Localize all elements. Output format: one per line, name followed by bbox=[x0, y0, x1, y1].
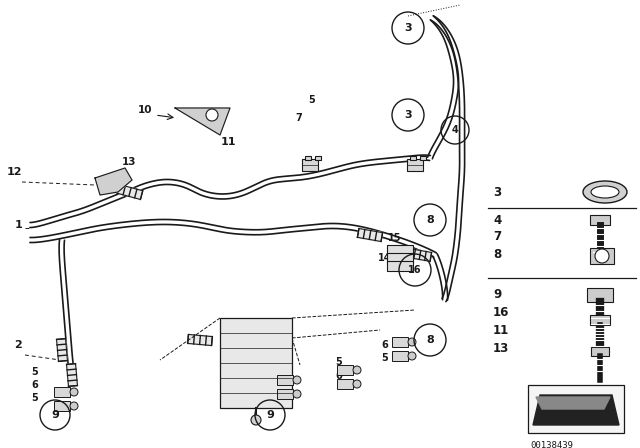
Text: 4: 4 bbox=[493, 214, 501, 227]
Text: 3: 3 bbox=[404, 23, 412, 33]
Circle shape bbox=[595, 249, 609, 263]
Bar bbox=[277, 375, 293, 385]
Text: 3: 3 bbox=[493, 185, 501, 198]
Circle shape bbox=[293, 376, 301, 384]
Bar bbox=[302, 159, 318, 171]
Text: 16: 16 bbox=[408, 265, 422, 275]
Bar bbox=[387, 253, 413, 263]
Bar bbox=[54, 387, 70, 397]
Bar bbox=[305, 156, 311, 160]
Text: 12: 12 bbox=[6, 167, 22, 177]
Text: 14: 14 bbox=[378, 253, 392, 263]
Ellipse shape bbox=[591, 186, 619, 198]
Text: 5: 5 bbox=[31, 367, 38, 377]
Text: 6: 6 bbox=[381, 340, 388, 350]
Text: 8: 8 bbox=[426, 215, 434, 225]
Bar bbox=[590, 315, 610, 325]
Circle shape bbox=[293, 390, 301, 398]
Polygon shape bbox=[408, 249, 431, 261]
Polygon shape bbox=[188, 335, 212, 345]
Text: 4: 4 bbox=[452, 125, 458, 135]
Text: 7: 7 bbox=[295, 113, 301, 123]
Bar bbox=[337, 379, 353, 389]
Text: 5: 5 bbox=[225, 391, 232, 401]
Bar bbox=[387, 261, 413, 271]
Text: 5: 5 bbox=[381, 353, 388, 363]
Text: 11: 11 bbox=[493, 323, 509, 336]
Circle shape bbox=[408, 352, 416, 360]
Text: 6: 6 bbox=[335, 371, 342, 381]
Circle shape bbox=[251, 415, 261, 425]
Circle shape bbox=[206, 109, 218, 121]
Bar bbox=[337, 365, 353, 375]
Circle shape bbox=[70, 388, 78, 396]
Text: 9: 9 bbox=[51, 410, 59, 420]
Text: 7: 7 bbox=[493, 231, 501, 244]
Text: 5: 5 bbox=[335, 357, 342, 367]
Polygon shape bbox=[175, 108, 230, 135]
Text: 8: 8 bbox=[426, 335, 434, 345]
Bar bbox=[387, 245, 413, 255]
Bar bbox=[590, 248, 614, 264]
Circle shape bbox=[353, 380, 361, 388]
Bar bbox=[590, 215, 610, 225]
Bar bbox=[392, 337, 408, 347]
Text: 2: 2 bbox=[14, 340, 22, 350]
Polygon shape bbox=[357, 228, 383, 241]
Bar bbox=[420, 156, 426, 160]
Text: 5: 5 bbox=[225, 363, 232, 373]
Text: 10: 10 bbox=[138, 105, 152, 115]
Polygon shape bbox=[56, 339, 67, 362]
Polygon shape bbox=[536, 397, 610, 409]
Text: 6: 6 bbox=[225, 377, 232, 387]
Text: 8: 8 bbox=[493, 247, 501, 260]
Bar bbox=[277, 389, 293, 399]
Circle shape bbox=[70, 402, 78, 410]
Text: 5: 5 bbox=[308, 95, 315, 105]
Bar bbox=[407, 159, 423, 171]
Circle shape bbox=[353, 366, 361, 374]
Bar bbox=[220, 318, 292, 408]
Ellipse shape bbox=[583, 181, 627, 203]
Polygon shape bbox=[117, 185, 143, 199]
Bar bbox=[392, 351, 408, 361]
Bar bbox=[54, 401, 70, 411]
Polygon shape bbox=[533, 395, 619, 425]
Polygon shape bbox=[67, 364, 77, 386]
Text: 16: 16 bbox=[493, 306, 509, 319]
Text: 9: 9 bbox=[266, 410, 274, 420]
Bar bbox=[591, 347, 609, 356]
Text: 13: 13 bbox=[122, 157, 136, 167]
Text: 6: 6 bbox=[31, 380, 38, 390]
Text: 13: 13 bbox=[493, 341, 509, 354]
Text: 11: 11 bbox=[220, 137, 236, 147]
Text: 9: 9 bbox=[493, 288, 501, 301]
Circle shape bbox=[408, 338, 416, 346]
Bar bbox=[528, 385, 624, 433]
Text: 1: 1 bbox=[14, 220, 22, 230]
Text: 5: 5 bbox=[31, 393, 38, 403]
Bar bbox=[410, 156, 416, 160]
Text: 15: 15 bbox=[388, 233, 401, 243]
Bar bbox=[315, 156, 321, 160]
Bar bbox=[587, 288, 613, 302]
Text: 00138439: 00138439 bbox=[530, 441, 573, 448]
Text: 3: 3 bbox=[404, 110, 412, 120]
Polygon shape bbox=[95, 168, 132, 195]
